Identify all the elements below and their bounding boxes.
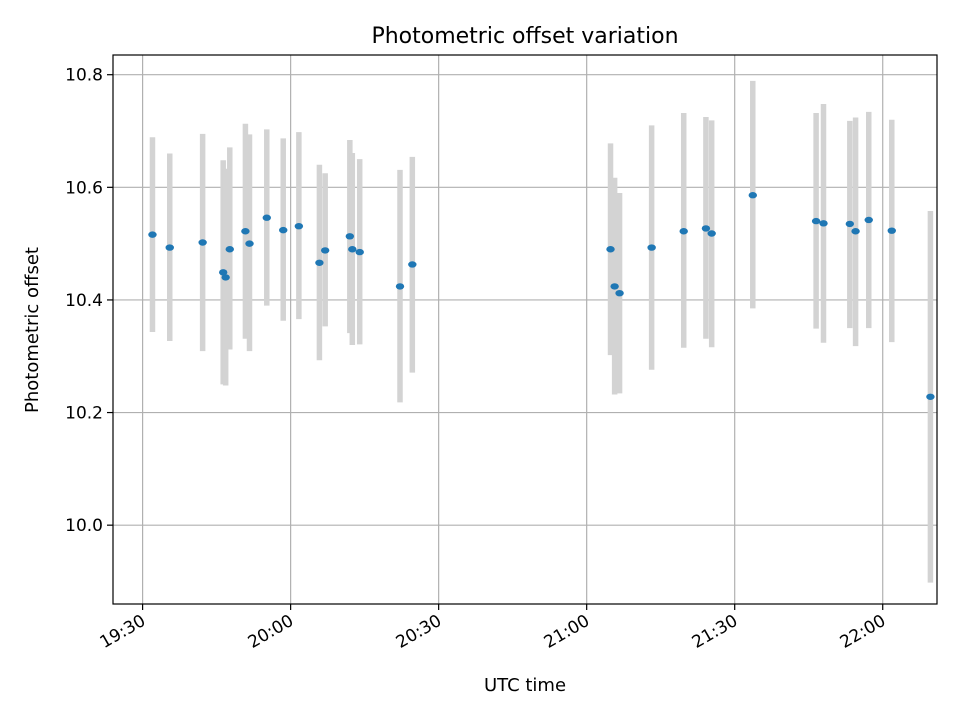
data-point bbox=[245, 240, 254, 247]
data-point bbox=[610, 283, 619, 290]
data-point bbox=[887, 227, 896, 234]
chart-title: Photometric offset variation bbox=[371, 24, 678, 49]
data-point bbox=[647, 244, 656, 251]
x-axis-ticks: 19:30 20:00 20:30 21:00 21:30 22:00 bbox=[97, 604, 889, 653]
data-point bbox=[851, 228, 860, 235]
data-point bbox=[615, 289, 624, 297]
y-tick-label: 10.2 bbox=[65, 404, 103, 424]
y-tick-label: 10.8 bbox=[65, 66, 103, 86]
data-point bbox=[355, 248, 364, 256]
data-point bbox=[241, 228, 250, 235]
data-point bbox=[148, 231, 157, 238]
data-point bbox=[395, 283, 405, 290]
data-point bbox=[811, 217, 821, 225]
y-tick-label: 10.4 bbox=[65, 291, 103, 311]
y-tick-label: 10.0 bbox=[65, 516, 103, 536]
data-point bbox=[221, 274, 230, 281]
data-point bbox=[225, 246, 234, 253]
data-point bbox=[819, 220, 828, 227]
data-point bbox=[218, 269, 228, 276]
x-tick-label: 21:30 bbox=[689, 611, 741, 653]
x-tick-label: 22:00 bbox=[837, 611, 889, 653]
x-tick-label: 20:00 bbox=[245, 611, 297, 653]
data-point bbox=[408, 261, 417, 268]
data-point bbox=[701, 225, 711, 232]
data-point bbox=[345, 233, 355, 240]
data-point bbox=[294, 222, 304, 230]
x-tick-label: 20:30 bbox=[393, 611, 445, 653]
data-point bbox=[679, 228, 688, 235]
data-point bbox=[320, 247, 330, 254]
y-axis-ticks: 10.0 10.2 10.4 10.6 10.8 bbox=[65, 66, 113, 536]
data-point bbox=[748, 192, 757, 199]
x-axis-label: UTC time bbox=[484, 675, 566, 696]
x-tick-label: 21:00 bbox=[541, 611, 593, 653]
data-point bbox=[165, 244, 174, 251]
data-point bbox=[606, 246, 615, 253]
data-point bbox=[845, 220, 855, 228]
data-point bbox=[864, 216, 873, 224]
plot-frame bbox=[112, 54, 938, 605]
data-points bbox=[148, 192, 935, 400]
data-point bbox=[315, 259, 324, 266]
data-point bbox=[348, 246, 357, 253]
y-tick-label: 10.6 bbox=[65, 178, 103, 198]
data-point bbox=[707, 230, 716, 237]
data-point bbox=[279, 226, 288, 234]
x-tick-label: 19:30 bbox=[97, 611, 149, 653]
y-axis-label: Photometric offset bbox=[22, 247, 43, 413]
data-point bbox=[198, 239, 207, 246]
data-point bbox=[926, 393, 935, 400]
data-point bbox=[262, 214, 271, 221]
